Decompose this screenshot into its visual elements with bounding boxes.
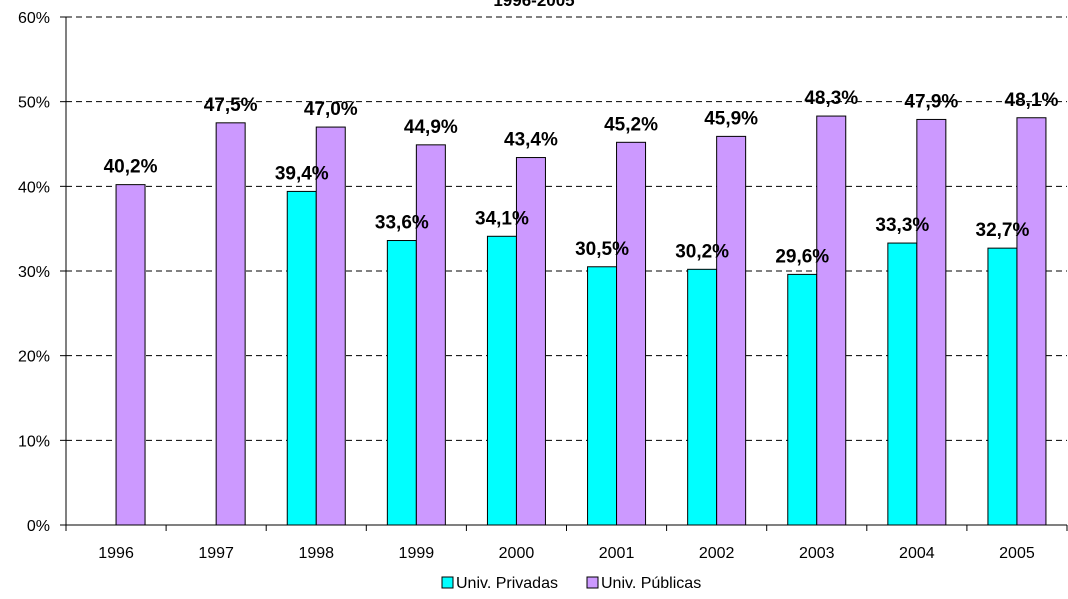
data-label-privadas: 33,6% <box>375 213 429 234</box>
data-label-publicas: 48,1% <box>1005 90 1059 111</box>
bar-privadas <box>386 240 417 526</box>
data-label-publicas: 47,0% <box>304 99 358 120</box>
data-label-publicas: 43,4% <box>504 130 558 151</box>
y-tick-label: 20% <box>18 349 50 366</box>
x-tick-label: 2005 <box>999 545 1035 562</box>
chart-title: 1996-2005 <box>493 0 574 10</box>
data-label-publicas: 45,2% <box>604 114 658 135</box>
bars <box>115 115 1047 526</box>
y-tick-label: 0% <box>27 518 50 535</box>
legend-swatch <box>586 576 599 589</box>
bar-privadas <box>486 235 517 526</box>
x-tick-label: 1997 <box>198 545 234 562</box>
bar-publicas <box>616 141 647 526</box>
bar-privadas <box>687 268 718 526</box>
data-label-privadas: 39,4% <box>275 163 329 184</box>
data-label-publicas: 44,9% <box>404 117 458 138</box>
bar-privadas <box>286 190 317 526</box>
legend-label: Univ. Privadas <box>456 575 558 592</box>
data-label-privadas: 30,5% <box>575 239 629 260</box>
x-tick-label: 2004 <box>899 545 935 562</box>
bar-publicas <box>816 115 847 526</box>
bar-publicas <box>916 118 947 526</box>
data-label-publicas: 45,9% <box>704 108 758 129</box>
x-tick-label: 1999 <box>399 545 435 562</box>
data-label-publicas: 47,9% <box>904 91 958 112</box>
y-tick-label: 40% <box>18 179 50 196</box>
data-label-publicas: 48,3% <box>804 88 858 109</box>
bar-publicas <box>115 184 146 526</box>
data-label-privadas: 34,1% <box>475 208 529 229</box>
bar-publicas <box>415 144 446 526</box>
bar-privadas <box>787 273 818 526</box>
data-label-privadas: 32,7% <box>976 220 1030 241</box>
data-label-publicas: 47,5% <box>204 95 258 116</box>
y-tick-label: 30% <box>18 264 50 281</box>
y-tick-label: 10% <box>18 433 50 450</box>
data-label-privadas: 29,6% <box>775 246 829 267</box>
bar-publicas <box>1016 117 1047 526</box>
bar-privadas <box>587 266 618 526</box>
data-label-publicas: 40,2% <box>104 157 158 178</box>
bar-privadas <box>987 247 1018 526</box>
bar-publicas <box>315 126 346 526</box>
y-tick-label: 60% <box>18 10 50 27</box>
data-label-privadas: 30,2% <box>675 241 729 262</box>
x-tick-label: 2001 <box>599 545 635 562</box>
legend: Univ. Privadas Univ. Públicas <box>441 575 701 592</box>
x-tick-label: 1996 <box>98 545 134 562</box>
data-labels: 40,2% 47,5% 39,4% 47,0% 33,6% 44,9% 34,1% 43,4%… <box>104 88 1059 267</box>
axes: 0% 10% 20% 30% 40% 50% 60% 1996 1997 1998 1999 2000… <box>18 10 1068 562</box>
legend-swatch <box>441 576 454 589</box>
y-tick-label: 50% <box>18 95 50 112</box>
bar-privadas <box>887 242 918 526</box>
bar-publicas <box>215 122 246 526</box>
data-label-privadas: 33,3% <box>875 215 929 236</box>
bar-publicas <box>515 157 546 526</box>
x-tick-label: 2003 <box>799 545 835 562</box>
x-tick-label: 2002 <box>699 545 735 562</box>
x-tick-label: 1998 <box>298 545 334 562</box>
legend-label: Univ. Públicas <box>601 575 701 592</box>
bar-publicas <box>716 135 747 526</box>
x-tick-label: 2000 <box>499 545 535 562</box>
